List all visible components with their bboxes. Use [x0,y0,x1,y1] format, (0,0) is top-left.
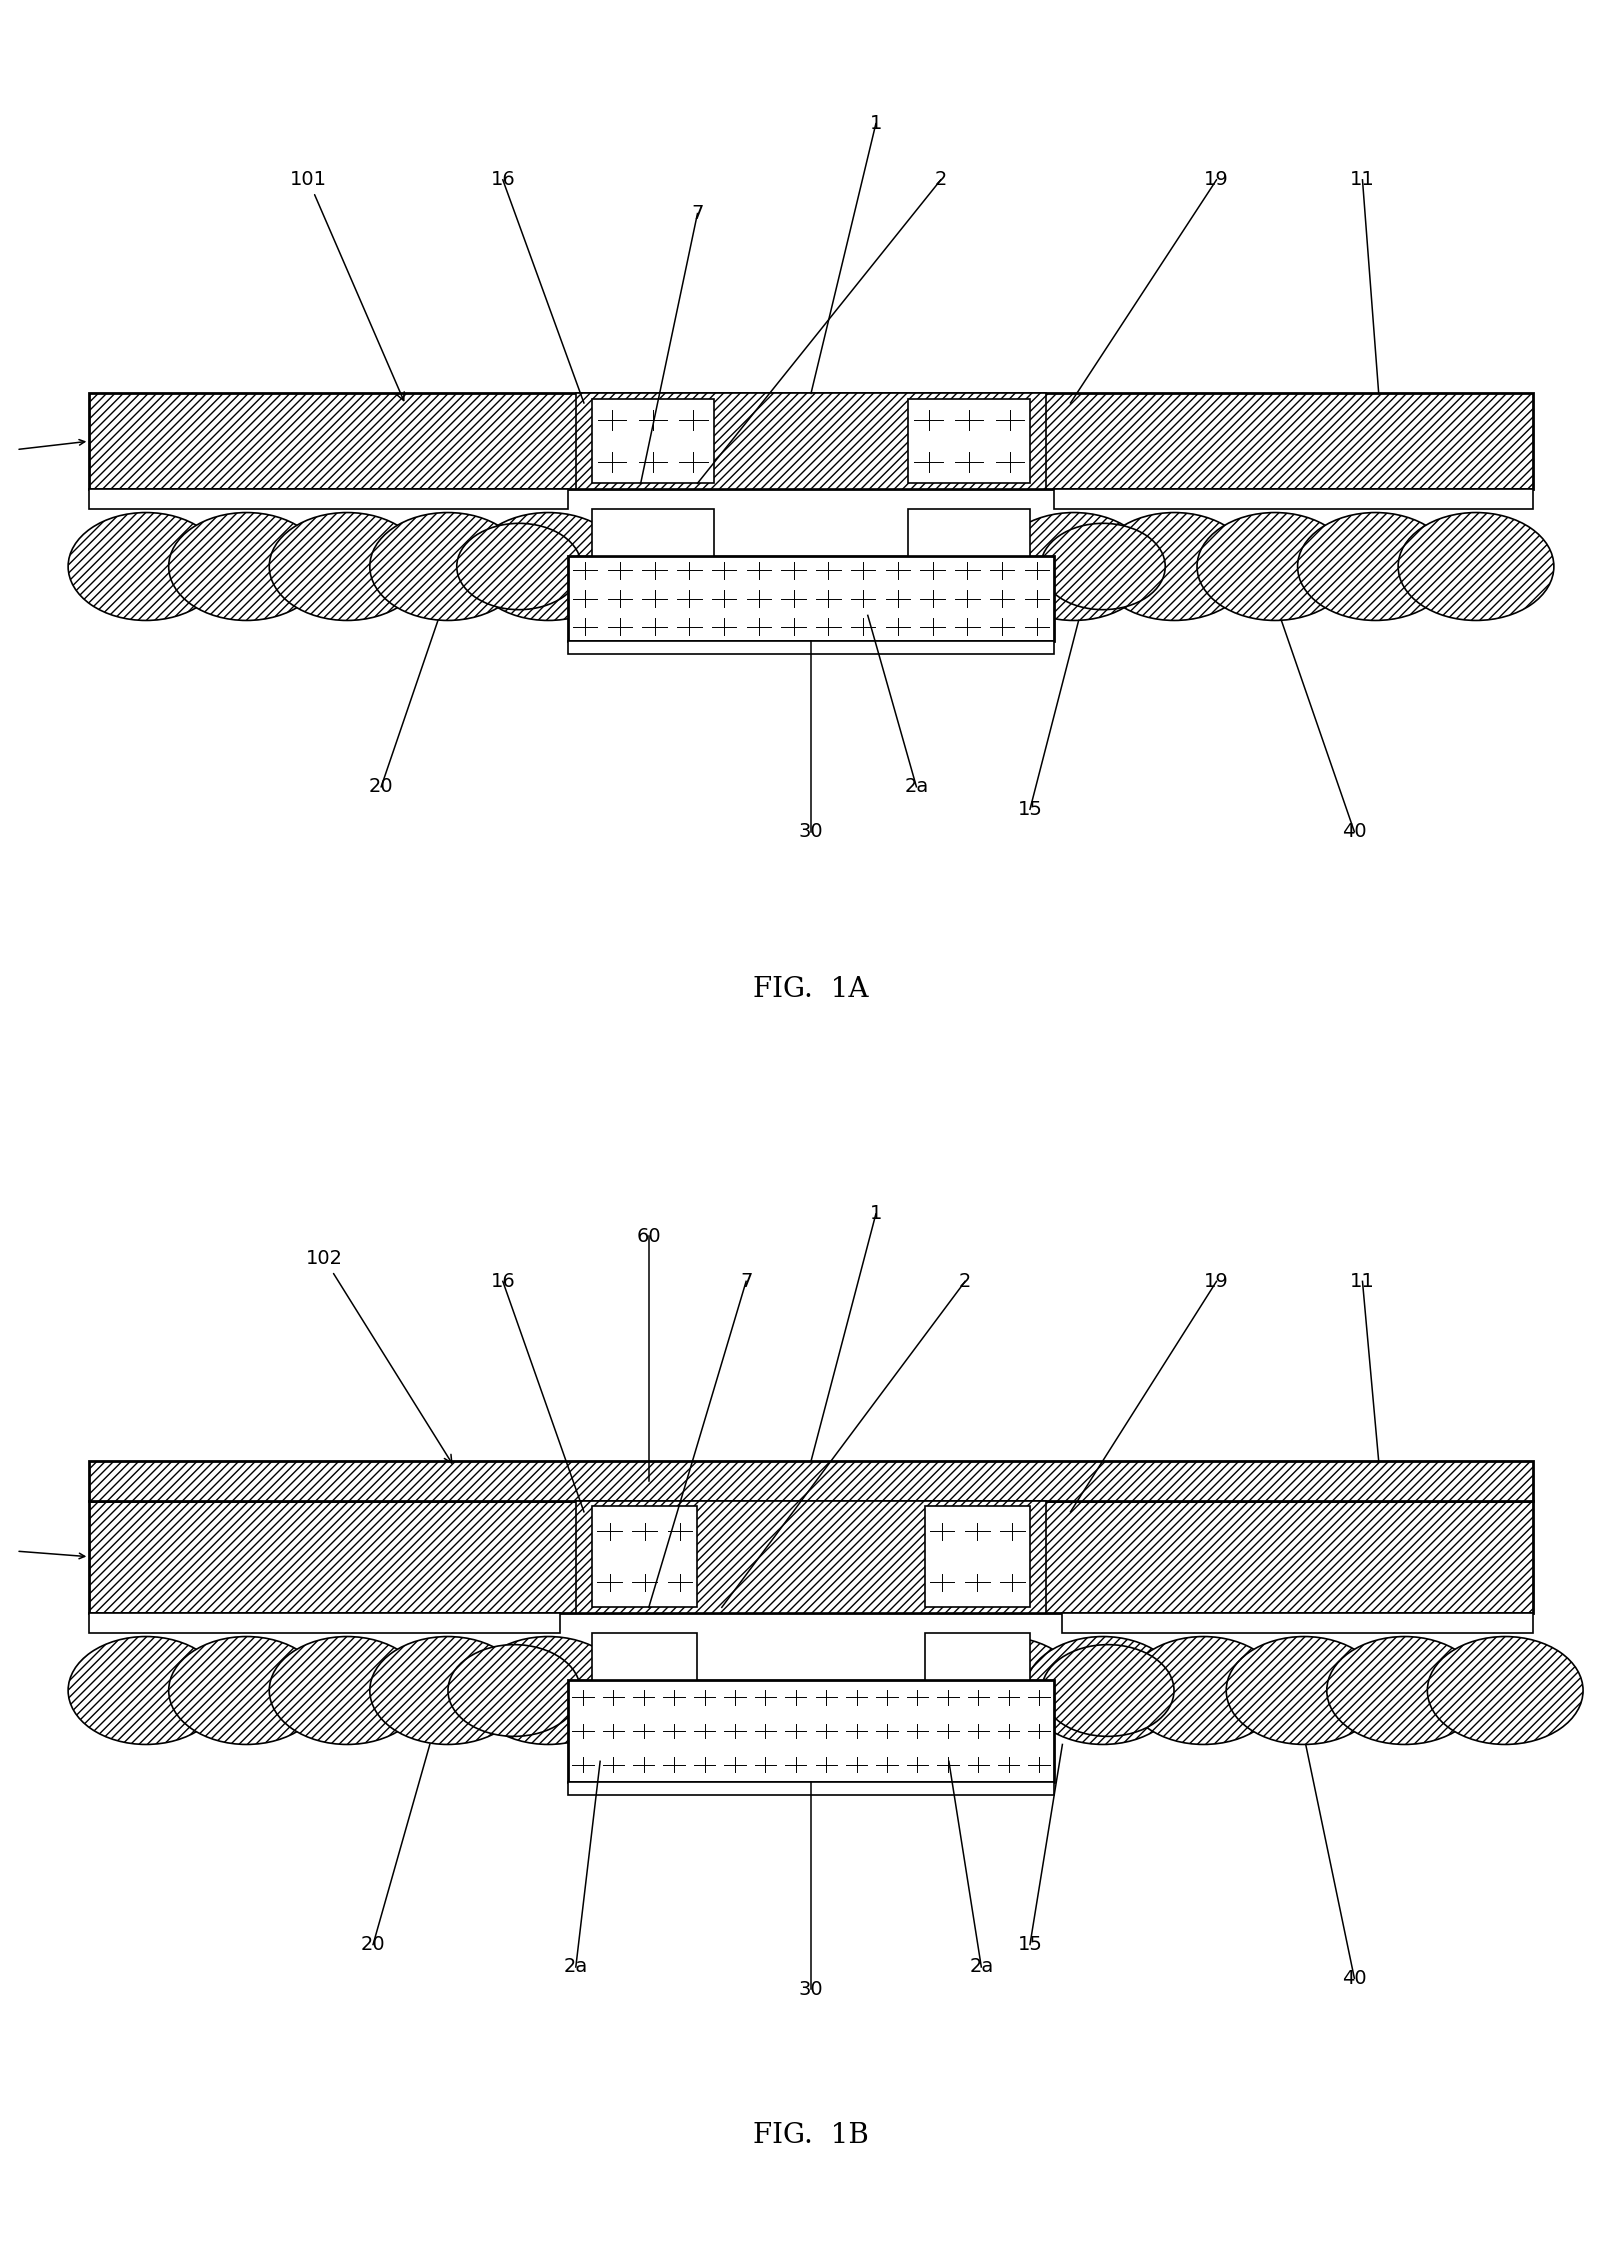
Circle shape [370,513,526,620]
Circle shape [169,1637,324,1744]
Bar [89,393,1533,490]
Circle shape [1298,513,1453,620]
Circle shape [1126,1637,1281,1744]
Text: 2: 2 [934,171,947,189]
Circle shape [996,513,1152,620]
Circle shape [1025,1637,1181,1744]
Text: 2a: 2a [905,778,928,796]
Circle shape [470,1637,626,1744]
Text: 101: 101 [290,171,404,400]
Bar [89,1461,1533,1502]
Bar [576,1502,1046,1614]
Bar [908,510,1030,558]
Bar [925,1506,1030,1607]
Bar [908,400,1030,483]
Text: 1: 1 [869,115,882,133]
Text: 15: 15 [1017,1936,1043,1954]
Text: 30: 30 [798,823,824,841]
Text: 40: 40 [1341,1969,1367,1987]
Circle shape [169,513,324,620]
Circle shape [1041,524,1165,609]
Text: 20: 20 [360,1936,386,1954]
Circle shape [1327,1637,1483,1744]
Bar [568,558,1054,641]
Text: 16: 16 [490,1272,516,1290]
Text: 15: 15 [1017,800,1043,818]
Circle shape [370,1637,526,1744]
Bar [592,510,714,558]
Text: 19: 19 [1204,171,1229,189]
Bar [568,1780,1054,1794]
Circle shape [448,1646,581,1735]
Text: FIG.  1B: FIG. 1B [753,2122,869,2149]
Circle shape [68,513,224,620]
Text: 7: 7 [691,205,704,223]
Bar [592,400,714,483]
Text: 11: 11 [1350,171,1375,189]
Bar [89,1614,560,1632]
Circle shape [1427,1637,1583,1744]
Text: 2a: 2a [970,1958,993,1976]
Text: 60: 60 [636,1227,662,1245]
Text: 7: 7 [740,1272,753,1290]
Circle shape [269,513,425,620]
Bar [1062,1614,1533,1632]
Circle shape [1041,1646,1174,1735]
Circle shape [68,1637,224,1744]
Bar [592,1506,697,1607]
Text: 2a: 2a [564,1958,587,1976]
Circle shape [925,1637,1080,1744]
Text: 1: 1 [869,1205,882,1223]
Circle shape [1197,513,1353,620]
Circle shape [470,513,626,620]
Text: 20: 20 [368,778,394,796]
Bar [568,641,1054,654]
Text: 19: 19 [1204,1272,1229,1290]
Circle shape [457,524,581,609]
Text: 2: 2 [959,1272,972,1290]
Circle shape [269,1637,425,1744]
Bar [89,490,568,510]
Circle shape [1096,513,1252,620]
Bar [592,1632,697,1682]
Bar [1054,490,1533,510]
Circle shape [1398,513,1554,620]
Text: 30: 30 [798,1980,824,1998]
Text: 40: 40 [1341,823,1367,841]
Bar [925,1632,1030,1682]
Bar [89,1502,1533,1614]
Circle shape [1226,1637,1382,1744]
Text: 16: 16 [490,171,516,189]
Bar [576,393,1046,490]
Text: 102: 102 [307,1250,453,1463]
Bar [568,1682,1054,1780]
Text: FIG.  1A: FIG. 1A [753,976,869,1003]
Text: 11: 11 [1350,1272,1375,1290]
